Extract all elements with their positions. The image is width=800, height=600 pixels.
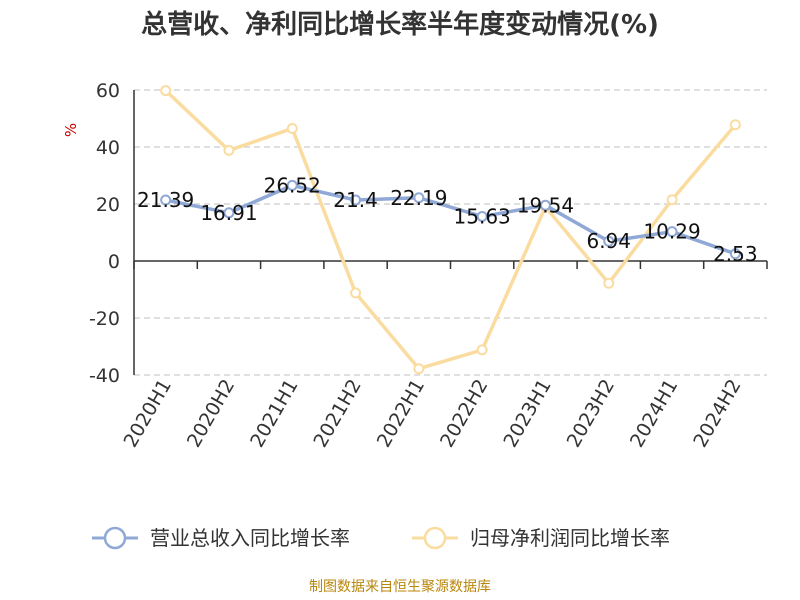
net-profit-growth-point bbox=[350, 287, 362, 299]
revenue-growth-point bbox=[729, 248, 741, 260]
y-tick-label: 60 bbox=[96, 80, 120, 102]
revenue-growth-point bbox=[286, 179, 298, 191]
legend-item-net-profit[interactable]: 归母净利润同比增长率 bbox=[412, 526, 670, 550]
revenue-growth-point bbox=[476, 210, 488, 222]
y-axis-ticks: 60 40 20 0 -20 -40 bbox=[89, 80, 120, 387]
revenue-growth-point bbox=[413, 192, 425, 204]
net-profit-growth-point bbox=[603, 277, 615, 289]
data-label: 2.53 bbox=[713, 242, 758, 266]
data-label: 16.91 bbox=[200, 201, 257, 225]
x-tick-label: 2023H2 bbox=[563, 376, 619, 452]
y-tick-label: 40 bbox=[96, 137, 120, 159]
net-profit-growth-line bbox=[164, 89, 737, 371]
legend-label: 归母净利润同比增长率 bbox=[470, 526, 670, 550]
y-axis-label: % bbox=[62, 123, 80, 137]
legend[interactable]: 营业总收入同比增长率 归母净利润同比增长率 bbox=[92, 526, 670, 550]
legend-label: 营业总收入同比增长率 bbox=[150, 526, 350, 550]
legend-item-revenue[interactable]: 营业总收入同比增长率 bbox=[92, 526, 350, 550]
chart-title: 总营收、净利同比增长率半年度变动情况(%) bbox=[141, 9, 659, 40]
data-label: 26.52 bbox=[264, 173, 321, 197]
x-tick-label: 2022H1 bbox=[373, 376, 429, 452]
legend-swatch-marker bbox=[423, 526, 447, 550]
source-note: 制图数据来自恒生聚源数据库 bbox=[309, 579, 491, 595]
x-axis: 2020H1 2020H2 2021H1 2021H2 2022H1 2022H2 2023… bbox=[120, 90, 768, 452]
revenue-growth-line bbox=[165, 183, 736, 256]
revenue-growth-point bbox=[666, 226, 678, 238]
y-tick-label: -20 bbox=[89, 308, 120, 330]
x-tick-label: 2020H1 bbox=[120, 376, 176, 452]
y-tick-label: -40 bbox=[89, 365, 120, 387]
net-profit-growth-point bbox=[286, 122, 298, 134]
x-tick-label: 2023H1 bbox=[499, 376, 555, 452]
data-label: 21.39 bbox=[137, 188, 194, 212]
x-tick-label: 2021H2 bbox=[309, 376, 365, 452]
net-profit-growth-point bbox=[160, 85, 172, 97]
revenue-growth-point bbox=[603, 235, 615, 247]
net-profit-growth-point bbox=[223, 144, 235, 156]
series-layer bbox=[160, 85, 741, 375]
x-tick-label: 2021H1 bbox=[246, 376, 302, 452]
x-tick-label: 2024H2 bbox=[689, 376, 745, 452]
data-label: 19.54 bbox=[517, 193, 574, 217]
revenue-growth-point bbox=[160, 194, 172, 206]
data-label: 22.19 bbox=[390, 186, 447, 210]
y-tick-label: 20 bbox=[96, 194, 120, 216]
y-tick-label: 0 bbox=[108, 251, 120, 273]
net-profit-growth-point bbox=[729, 119, 741, 131]
data-label: 6.94 bbox=[586, 229, 631, 253]
revenue-growth-point bbox=[350, 194, 362, 206]
data-label: 21.4 bbox=[333, 188, 378, 212]
net-profit-growth-point bbox=[476, 344, 488, 356]
revenue-growth-point bbox=[223, 207, 235, 219]
net-profit-growth-point bbox=[413, 363, 425, 375]
legend-swatch-marker bbox=[103, 526, 127, 550]
x-tick-label: 2020H2 bbox=[183, 376, 239, 452]
net-profit-growth-point bbox=[666, 194, 678, 206]
data-label: 10.29 bbox=[643, 220, 700, 244]
data-label: 15.63 bbox=[454, 204, 511, 228]
revenue-growth-point bbox=[539, 199, 551, 211]
x-tick-label: 2024H1 bbox=[626, 376, 682, 452]
x-tick-label: 2022H2 bbox=[436, 376, 492, 452]
